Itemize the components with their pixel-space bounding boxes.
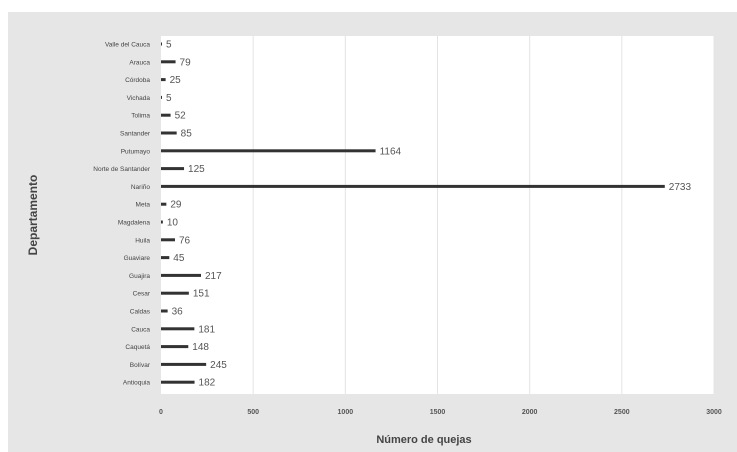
bar [161,95,162,99]
y-tick-label: Huila [135,237,150,244]
bar [161,184,665,188]
bar [161,42,162,46]
y-axis-title: Departamento [26,175,40,256]
x-tick-label: 2500 [614,409,630,416]
data-label: 1164 [380,146,402,157]
bar [161,256,170,260]
bar [161,291,189,295]
data-label: 125 [188,164,205,175]
x-tick-label: 2000 [522,409,538,416]
data-label: 151 [193,289,210,300]
bar [161,220,163,224]
data-label: 25 [170,75,182,86]
y-tick-label: Norte de Santander [93,166,151,173]
data-label: 10 [167,218,179,229]
y-tick-label: Córdoba [125,77,150,84]
data-label: 52 [175,111,187,122]
y-tick-label: Tolima [131,113,150,120]
x-tick-label: 1000 [338,409,354,416]
bar [161,362,207,366]
y-tick-label: Caquetá [125,344,150,351]
data-label: 29 [170,200,182,211]
y-tick-label: Nariño [131,184,151,191]
data-label: 148 [192,342,209,353]
data-label: 76 [179,235,191,246]
x-tick-label: 1500 [430,409,446,416]
data-label: 85 [181,129,193,140]
data-label: 217 [205,271,222,282]
data-label: 245 [210,360,227,371]
data-label: 182 [199,378,216,389]
y-tick-label: Santander [120,131,151,138]
y-tick-label: Arauca [129,59,150,66]
y-tick-label: Vichada [127,95,151,102]
y-tick-label: Caldas [130,309,151,316]
y-tick-label: Bolívar [130,362,151,369]
data-label: 5 [166,93,172,104]
bar [161,309,168,313]
y-tick-label: Cesar [133,291,151,298]
y-tick-label: Antioquia [123,380,150,387]
bar [161,78,166,82]
data-label: 36 [172,307,184,318]
bar [161,113,171,117]
y-tick-label: Guajira [129,273,150,280]
data-label: 2733 [669,182,692,193]
y-tick-label: Meta [136,202,151,209]
data-label: 5 [166,40,172,51]
bar [161,202,167,206]
bar [161,238,176,242]
bar [161,327,195,331]
y-tick-label: Magdalena [118,220,151,227]
y-tick-label: Putumayo [121,148,151,155]
bar [161,149,376,153]
bar [161,131,177,135]
y-tick-label: Cauca [131,326,150,333]
x-tick-label: 500 [247,409,259,416]
bar [161,273,202,277]
data-label: 79 [180,57,192,68]
x-tick-label: 0 [159,409,163,416]
bar [161,380,195,384]
data-label: 181 [198,324,215,335]
bar [161,345,189,349]
data-label: 45 [173,253,185,264]
bar [161,167,185,171]
y-tick-label: Guaviare [124,255,151,262]
x-tick-label: 3000 [706,409,722,416]
x-axis-title: Número de quejas [376,434,471,446]
bar [161,60,176,64]
y-tick-label: Valle del Cauca [105,42,150,49]
